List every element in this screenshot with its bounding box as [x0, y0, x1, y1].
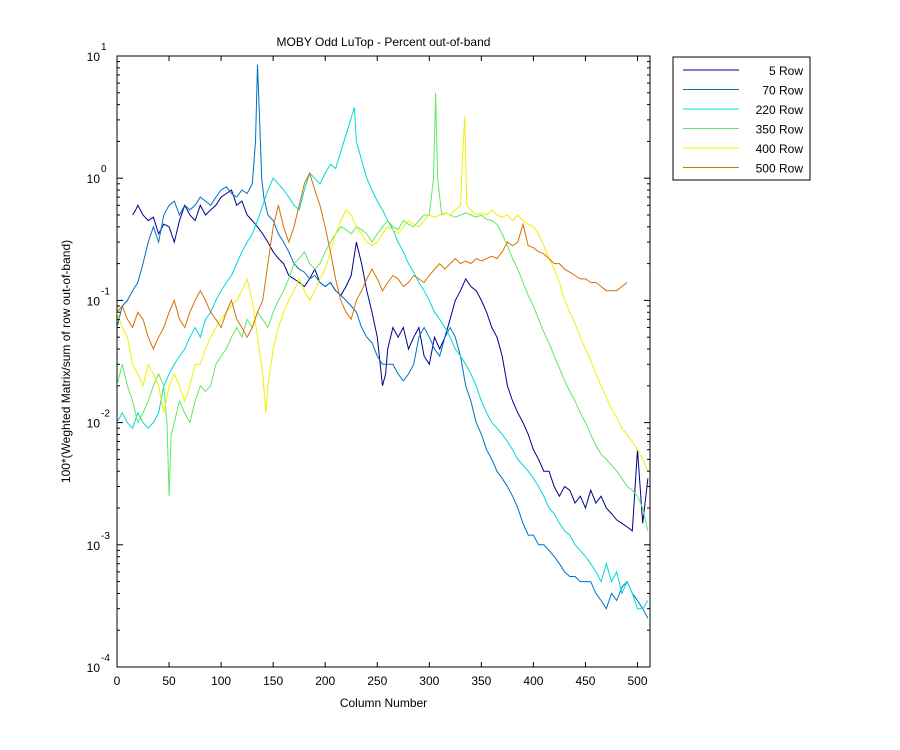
chart-title: MOBY Odd LuTop - Percent out-of-band: [277, 35, 491, 49]
series-line-5: [117, 171, 628, 351]
legend-label: 70 Row: [762, 84, 803, 98]
y-tick-label-exp: -2: [101, 409, 110, 420]
y-tick-label-exp: -1: [101, 286, 110, 297]
x-tick-label: 50: [162, 674, 176, 688]
legend-label: 400 Row: [756, 142, 804, 156]
x-tick-label: 150: [263, 674, 283, 688]
y-tick-label-base: 10: [87, 539, 101, 553]
legend-label: 5 Row: [769, 64, 803, 78]
legend-label: 220 Row: [756, 103, 804, 117]
y-tick-label-exp: 1: [101, 42, 107, 53]
legend-label: 350 Row: [756, 123, 804, 137]
x-tick-label: 450: [575, 674, 595, 688]
x-tick-label: 400: [523, 674, 543, 688]
y-tick-label-base: 10: [87, 172, 101, 186]
x-tick-label: 200: [315, 674, 335, 688]
x-tick-label: 100: [211, 674, 231, 688]
series-layer: [117, 64, 649, 619]
x-tick-label: 300: [419, 674, 439, 688]
y-tick-label-base: 10: [87, 661, 101, 675]
y-tick-label-base: 10: [87, 417, 101, 431]
series-line-4: [117, 116, 649, 472]
plot-frame: [116, 55, 651, 668]
y-tick-label-base: 10: [87, 294, 101, 308]
legend-box: [672, 56, 811, 181]
x-tick-label: 350: [471, 674, 491, 688]
y-tick-label-exp: -3: [101, 531, 110, 542]
y-axis-title: 100*(Weghted Matrix/sum of row out-of-ba…: [59, 240, 73, 483]
series-line-1: [117, 64, 649, 619]
x-tick-label: 500: [627, 674, 647, 688]
x-axis: 0 50 100 150 200 250 300 350 400 450 500: [114, 56, 648, 688]
x-axis-title: Column Number: [340, 696, 427, 710]
y-tick-label-base: 10: [87, 50, 101, 64]
series-line-0: [132, 189, 649, 532]
legend-label: 500 Row: [756, 162, 804, 176]
legend: 5 Row 70 Row 220 Row 350 Row 400 Row 500 Row: [672, 56, 811, 181]
plot-area: 0 50 100 150 200 250 300 350 400 450 500 10-410-31…: [87, 42, 651, 688]
series-line-3: [117, 92, 649, 532]
y-tick-label-exp: -4: [101, 653, 110, 664]
y-tick-label-exp: 0: [101, 164, 107, 175]
x-tick-label: 250: [367, 674, 387, 688]
x-tick-label: 0: [114, 674, 121, 688]
